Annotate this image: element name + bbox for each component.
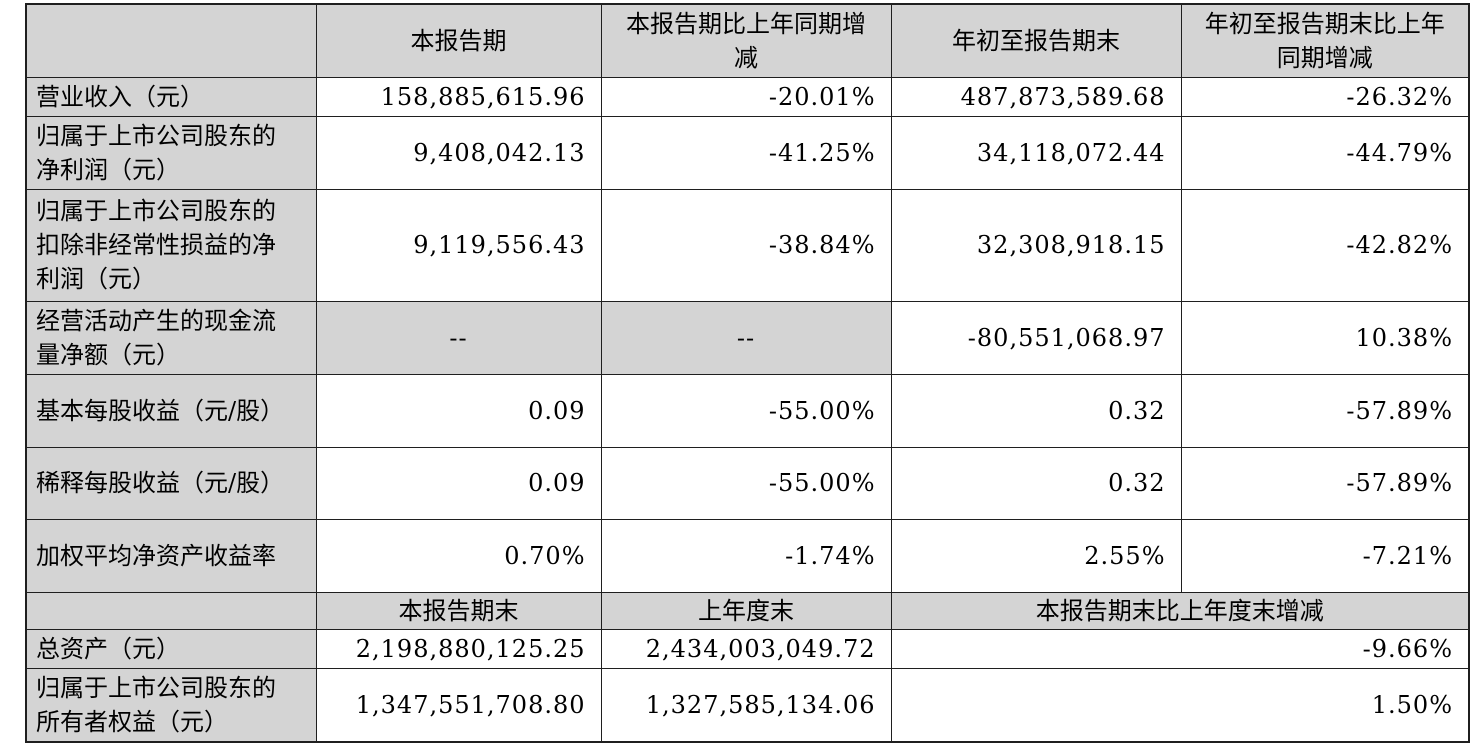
table-header-row: 本报告期 本报告期比上年同期增减 年初至报告期末 年初至报告期末比上年同期增减 [25, 3, 1470, 78]
row-total-assets: 总资产（元） 2,198,880,125.25 2,434,003,049.72… [25, 628, 1470, 669]
row-diluted-eps: 稀释每股收益（元/股） 0.09 -55.00% 0.32 -57.89% [25, 446, 1470, 520]
cell-ytd-yoy: 10.38% [1180, 300, 1470, 375]
cell-current: 158,885,615.96 [315, 76, 602, 117]
cell-period-end: 1,347,551,708.80 [315, 667, 602, 742]
cell-ytd-yoy: -44.79% [1180, 115, 1470, 190]
financial-summary-table: 本报告期 本报告期比上年同期增减 年初至报告期末 年初至报告期末比上年同期增减 … [25, 3, 1470, 743]
row-net-profit-deducted: 归属于上市公司股东的扣除非经常性损益的净利润（元） 9,119,556.43 -… [25, 188, 1470, 302]
cell-ytd-yoy: -7.21% [1180, 518, 1470, 593]
cell-ytd: -80,551,068.97 [890, 300, 1182, 375]
cell-current: 0.70% [315, 518, 602, 593]
row-label: 营业收入（元） [25, 76, 317, 117]
row-label: 总资产（元） [25, 628, 317, 669]
row-basic-eps: 基本每股收益（元/股） 0.09 -55.00% 0.32 -57.89% [25, 373, 1470, 448]
cell-current-yoy: -38.84% [600, 188, 892, 302]
cell-current-na: -- [315, 300, 602, 375]
header-corner-cell [25, 3, 317, 78]
cell-current: 9,408,042.13 [315, 115, 602, 190]
cell-ytd-yoy: -57.89% [1180, 373, 1470, 448]
cell-current-yoy: -20.01% [600, 76, 892, 117]
row-operating-cash-flow: 经营活动产生的现金流量净额（元） -- -- -80,551,068.97 10… [25, 300, 1470, 375]
header-current-period: 本报告期 [315, 3, 602, 78]
cell-ytd: 0.32 [890, 373, 1182, 448]
subheader-change: 本报告期末比上年度末增减 [890, 591, 1470, 630]
cell-current: 9,119,556.43 [315, 188, 602, 302]
cell-ytd: 487,873,589.68 [890, 76, 1182, 117]
row-label: 归属于上市公司股东的扣除非经常性损益的净利润（元） [25, 188, 317, 302]
row-label: 经营活动产生的现金流量净额（元） [25, 300, 317, 375]
cell-prior-year-end: 2,434,003,049.72 [600, 628, 892, 669]
header-current-period-yoy: 本报告期比上年同期增减 [600, 3, 892, 78]
subheader-period-end: 本报告期末 [315, 591, 602, 630]
cell-current-yoy: -55.00% [600, 373, 892, 448]
row-operating-revenue: 营业收入（元） 158,885,615.96 -20.01% 487,873,5… [25, 76, 1470, 117]
header-ytd-yoy: 年初至报告期末比上年同期增减 [1180, 3, 1470, 78]
cell-change: 1.50% [890, 667, 1470, 742]
cell-current-yoy: -1.74% [600, 518, 892, 593]
row-net-profit: 归属于上市公司股东的净利润（元） 9,408,042.13 -41.25% 34… [25, 115, 1470, 190]
cell-period-end: 2,198,880,125.25 [315, 628, 602, 669]
row-label: 基本每股收益（元/股） [25, 373, 317, 448]
cell-current-yoy: -41.25% [600, 115, 892, 190]
row-weighted-roe: 加权平均净资产收益率 0.70% -1.74% 2.55% -7.21% [25, 518, 1470, 593]
cell-ytd: 2.55% [890, 518, 1182, 593]
cell-ytd: 32,308,918.15 [890, 188, 1182, 302]
cell-ytd: 34,118,072.44 [890, 115, 1182, 190]
subheader-prior-year-end: 上年度末 [600, 591, 892, 630]
row-equity: 归属于上市公司股东的所有者权益（元） 1,347,551,708.80 1,32… [25, 667, 1470, 742]
row-label: 加权平均净资产收益率 [25, 518, 317, 593]
subheader-corner-cell [25, 591, 317, 630]
cell-prior-year-end: 1,327,585,134.06 [600, 667, 892, 742]
row-label: 归属于上市公司股东的所有者权益（元） [25, 667, 317, 742]
cell-ytd: 0.32 [890, 446, 1182, 520]
cell-current-yoy: -55.00% [600, 446, 892, 520]
header-ytd: 年初至报告期末 [890, 3, 1182, 78]
table-subheader-row: 本报告期末 上年度末 本报告期末比上年度末增减 [25, 591, 1470, 630]
row-label: 稀释每股收益（元/股） [25, 446, 317, 520]
cell-current-yoy-na: -- [600, 300, 892, 375]
cell-change: -9.66% [890, 628, 1470, 669]
cell-ytd-yoy: -26.32% [1180, 76, 1470, 117]
cell-current: 0.09 [315, 446, 602, 520]
cell-ytd-yoy: -57.89% [1180, 446, 1470, 520]
row-label: 归属于上市公司股东的净利润（元） [25, 115, 317, 190]
cell-ytd-yoy: -42.82% [1180, 188, 1470, 302]
cell-current: 0.09 [315, 373, 602, 448]
